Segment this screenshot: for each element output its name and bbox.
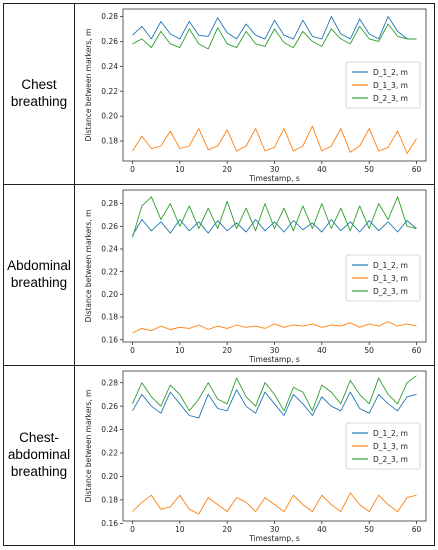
- y-tick-label: 0.16: [101, 519, 118, 528]
- series-line-D_2_3: [132, 375, 417, 412]
- legend-label-D_1_3: D_1_3, m: [373, 274, 408, 283]
- x-tick-label: 60: [412, 525, 422, 534]
- legend-label-D_2_3: D_2_3, m: [373, 287, 408, 296]
- chart-cell: 0 10 20 30 40 50 60 0.16 0.18 0.20 0.22 0.24 0.26 0.2…: [75, 366, 434, 545]
- row-label-cell: Abdominal breathing: [4, 185, 75, 365]
- y-tick-label: 0.26: [101, 37, 118, 46]
- y-tick-label: 0.28: [101, 12, 118, 21]
- legend-label-D_1_3: D_1_3, m: [373, 442, 408, 451]
- y-tick-label: 0.18: [101, 313, 118, 322]
- x-tick-label: 40: [317, 525, 327, 534]
- legend-label-D_1_2: D_1_2, m: [373, 261, 408, 270]
- x-tick-label: 10: [175, 346, 185, 355]
- legend-label-D_2_3: D_2_3, m: [373, 455, 408, 464]
- x-tick-label: 50: [364, 525, 374, 534]
- y-tick-label: 0.28: [101, 199, 118, 208]
- x-tick-label: 0: [130, 525, 135, 534]
- row-label-cell: Chest- abdominal breathing: [4, 366, 75, 545]
- y-tick-label: 0.20: [101, 112, 118, 121]
- legend-box: [345, 61, 421, 109]
- row-label: Chest- abdominal breathing: [7, 430, 71, 479]
- row-label: Abdominal breathing: [7, 258, 71, 290]
- series-line-D_1_3: [132, 125, 417, 154]
- x-tick-label: 40: [317, 165, 327, 174]
- y-tick-label: 0.26: [101, 402, 118, 411]
- legend-box: [345, 254, 421, 302]
- row-label: Chest breathing: [10, 77, 68, 109]
- y-tick-label: 0.22: [101, 267, 118, 276]
- y-tick-label: 0.16: [101, 335, 118, 344]
- series-line-D_1_3: [132, 492, 417, 515]
- y-axis-label: Distance between markers, m: [84, 390, 93, 503]
- x-tick-label: 30: [270, 165, 280, 174]
- series-line-D_1_2: [132, 16, 417, 40]
- row-abdominal: Abdominal breathing 0 10 20 30 40 50 60 0.16 0.1…: [4, 185, 434, 366]
- legend-label-D_1_2: D_1_2, m: [373, 429, 408, 438]
- y-tick-label: 0.22: [101, 449, 118, 458]
- legend-label-D_1_2: D_1_2, m: [373, 68, 408, 77]
- chart-chest-breathing: 0 10 20 30 40 50 60 0.18 0.20 0.22 0.24 0.26 0.28 Tim…: [84, 8, 427, 183]
- legend-label-D_2_3: D_2_3, m: [373, 94, 408, 103]
- x-tick-label: 50: [364, 165, 374, 174]
- y-axis-label: Distance between markers, m: [84, 29, 93, 142]
- x-tick-label: 0: [130, 346, 135, 355]
- series-line-D_1_2: [132, 389, 417, 419]
- row-chest: Chest breathing 0 10 20 30 40 50 60 0.18 0.20 0.2…: [4, 4, 434, 185]
- y-tick-label: 0.22: [101, 87, 118, 96]
- y-tick-label: 0.18: [101, 496, 118, 505]
- chart-cell: 0 10 20 30 40 50 60 0.16 0.18 0.20 0.22 0.24 0.26 0.2…: [75, 185, 434, 365]
- series-line-D_1_3: [132, 321, 417, 334]
- y-tick-label: 0.24: [101, 425, 118, 434]
- figure-table: Chest breathing 0 10 20 30 40 50 60 0.18 0.20 0.2…: [3, 3, 435, 546]
- x-tick-label: 60: [412, 165, 422, 174]
- y-tick-label: 0.20: [101, 472, 118, 481]
- y-tick-label: 0.20: [101, 290, 118, 299]
- x-tick-label: 10: [175, 525, 185, 534]
- x-tick-label: 20: [222, 165, 232, 174]
- x-tick-label: 20: [222, 525, 232, 534]
- x-tick-label: 60: [412, 346, 422, 355]
- y-tick-label: 0.26: [101, 222, 118, 231]
- x-axis-label: Timestamp, s: [248, 174, 300, 183]
- x-tick-label: 10: [175, 165, 185, 174]
- x-axis-label: Timestamp, s: [248, 355, 300, 364]
- x-tick-label: 30: [270, 346, 280, 355]
- series-line-D_2_3: [132, 23, 417, 50]
- series-line-D_1_2: [132, 219, 417, 236]
- row-chest-abdominal: Chest- abdominal breathing 0 10 20 30 40 50 60…: [4, 366, 434, 545]
- x-tick-label: 40: [317, 346, 327, 355]
- chart-chest-abdominal-breathing: 0 10 20 30 40 50 60 0.16 0.18 0.20 0.22 0.24 0.26 0.2…: [84, 370, 427, 543]
- x-tick-label: 20: [222, 346, 232, 355]
- series-line-D_2_3: [132, 196, 417, 238]
- y-tick-label: 0.18: [101, 137, 118, 146]
- legend-label-D_1_3: D_1_3, m: [373, 81, 408, 90]
- row-label-cell: Chest breathing: [4, 4, 75, 184]
- x-tick-label: 30: [270, 525, 280, 534]
- y-axis-label: Distance between markers, m: [84, 210, 93, 323]
- legend-box: [345, 422, 421, 470]
- y-tick-label: 0.24: [101, 62, 118, 71]
- y-tick-label: 0.28: [101, 378, 118, 387]
- x-axis-label: Timestamp, s: [248, 534, 300, 543]
- x-tick-label: 50: [364, 346, 374, 355]
- chart-cell: 0 10 20 30 40 50 60 0.18 0.20 0.22 0.24 0.26 0.28 Tim…: [75, 4, 434, 184]
- y-tick-label: 0.24: [101, 245, 118, 254]
- chart-abdominal-breathing: 0 10 20 30 40 50 60 0.16 0.18 0.20 0.22 0.24 0.26 0.2…: [84, 189, 427, 364]
- x-tick-label: 0: [130, 165, 135, 174]
